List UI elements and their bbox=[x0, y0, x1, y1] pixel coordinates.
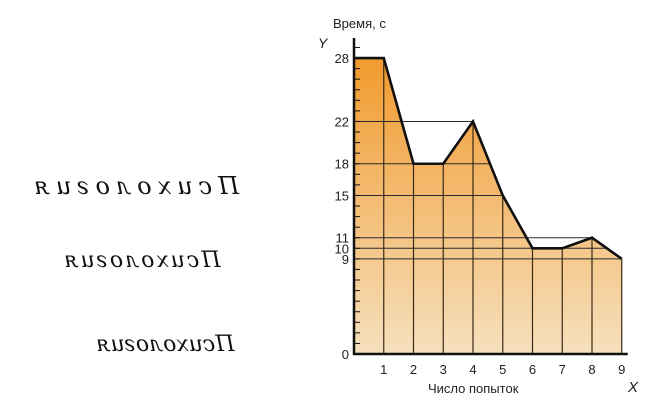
x-tick-label: 9 bbox=[618, 362, 625, 377]
x-tick-label: 6 bbox=[529, 362, 536, 377]
x-axis-letter: X bbox=[627, 379, 639, 396]
area-polygon bbox=[354, 58, 622, 354]
x-tick-label: 5 bbox=[499, 362, 506, 377]
area-fill bbox=[354, 58, 622, 354]
curve-line bbox=[354, 56, 623, 260]
y-tick-label: 10 bbox=[335, 241, 349, 256]
x-tick-label: 3 bbox=[440, 362, 447, 377]
y-tick-label: 18 bbox=[335, 157, 349, 172]
y-axis-title: Время, с bbox=[333, 16, 386, 31]
data-line bbox=[354, 56, 623, 260]
y-tick-label: 0 bbox=[342, 347, 349, 362]
x-tick-label: 1 bbox=[380, 362, 387, 377]
y-axis-letter: Y bbox=[318, 35, 329, 51]
x-tick-label: 8 bbox=[588, 362, 595, 377]
y-tick-label: 28 bbox=[335, 51, 349, 66]
x-tick-label: 4 bbox=[469, 362, 476, 377]
x-tick-label: 7 bbox=[559, 362, 566, 377]
y-tick-label: 9 bbox=[342, 252, 349, 267]
x-axis-title: Число попыток bbox=[428, 381, 519, 396]
y-tick-label: 22 bbox=[335, 114, 349, 129]
y-tick-label: 11 bbox=[336, 231, 350, 246]
x-tick-label: 2 bbox=[410, 362, 417, 377]
y-tick-label: 15 bbox=[335, 188, 349, 203]
